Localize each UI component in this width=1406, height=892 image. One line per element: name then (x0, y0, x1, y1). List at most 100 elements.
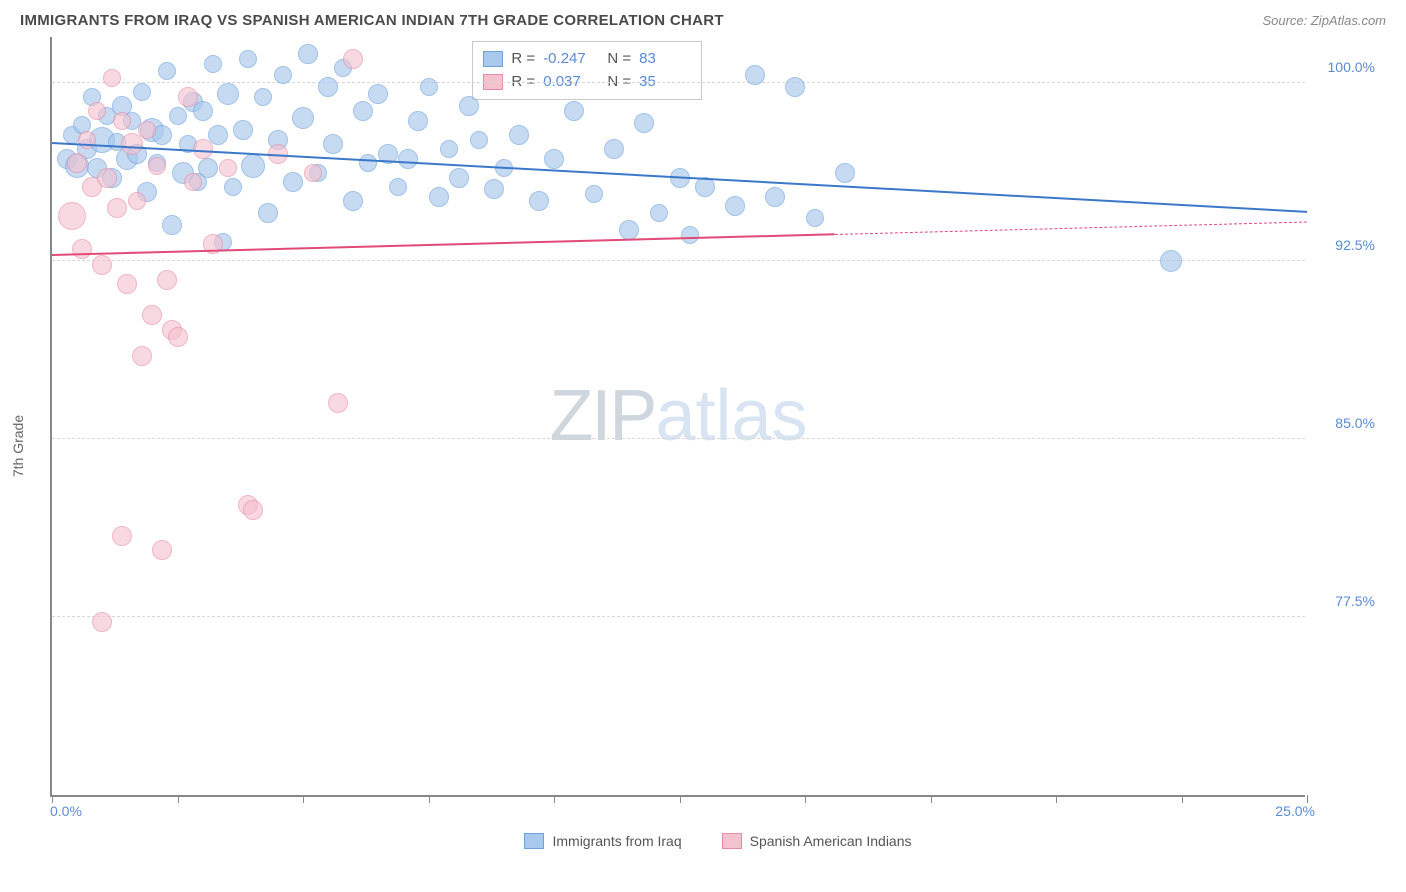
data-point (429, 187, 449, 207)
data-point (619, 220, 639, 240)
data-point (745, 65, 765, 85)
watermark-part2: atlas (655, 376, 807, 456)
legend-r-label: R = (511, 48, 535, 71)
data-point (204, 55, 222, 73)
trend-line (52, 142, 1307, 213)
data-point (217, 83, 239, 105)
data-point (470, 131, 488, 149)
data-point (604, 139, 624, 159)
data-point (343, 49, 363, 69)
data-point (420, 78, 438, 96)
data-point (785, 77, 805, 97)
data-point (107, 198, 127, 218)
watermark-part1: ZIP (549, 376, 655, 456)
data-point (359, 154, 377, 172)
data-point (152, 540, 172, 560)
trend-line-extrapolated (835, 222, 1307, 236)
data-point (138, 121, 156, 139)
data-point (158, 62, 176, 80)
x-axis: 0.0%25.0% (50, 797, 1305, 823)
data-point (92, 612, 112, 632)
data-point (274, 66, 292, 84)
data-point (398, 149, 418, 169)
data-point (219, 159, 237, 177)
data-point (233, 120, 253, 140)
series-legend: Immigrants from IraqSpanish American Ind… (50, 823, 1386, 849)
data-point (564, 101, 584, 121)
x-tick (1307, 795, 1308, 803)
data-point (449, 168, 469, 188)
data-point (133, 83, 151, 101)
x-min-label: 0.0% (50, 803, 82, 819)
data-point (193, 101, 213, 121)
legend-swatch (722, 833, 742, 849)
data-point (117, 274, 137, 294)
source-attribution: Source: ZipAtlas.com (1262, 13, 1386, 28)
data-point (67, 153, 87, 173)
data-point (304, 164, 322, 182)
legend-row: R = -0.247 N = 83 (483, 48, 691, 71)
data-point (634, 113, 654, 133)
chart-area: ZIPatlas R = -0.247 N = 83R = 0.037 N = … (50, 37, 1386, 849)
data-point (353, 101, 373, 121)
data-point (112, 526, 132, 546)
data-point (184, 173, 202, 191)
data-point (585, 185, 603, 203)
data-point (459, 96, 479, 116)
data-point (58, 202, 86, 230)
data-point (529, 191, 549, 211)
correlation-legend: R = -0.247 N = 83R = 0.037 N = 35 (472, 41, 702, 100)
data-point (243, 500, 263, 520)
data-point (239, 50, 257, 68)
legend-item: Spanish American Indians (722, 833, 912, 849)
y-tick-label: 92.5% (1315, 237, 1375, 253)
data-point (157, 270, 177, 290)
data-point (328, 393, 348, 413)
data-point (318, 77, 338, 97)
gridline (52, 260, 1305, 261)
gridline (52, 616, 1305, 617)
trend-line (52, 233, 835, 256)
plot-region: ZIPatlas R = -0.247 N = 83R = 0.037 N = … (50, 37, 1305, 797)
data-point (254, 88, 272, 106)
data-point (142, 305, 162, 325)
data-point (258, 203, 278, 223)
data-point (509, 125, 529, 145)
data-point (132, 346, 152, 366)
legend-n-label: N = (603, 48, 631, 71)
data-point (440, 140, 458, 158)
y-tick-label: 100.0% (1315, 59, 1375, 75)
legend-swatch (524, 833, 544, 849)
legend-n-value: 83 (639, 48, 691, 71)
y-tick-label: 85.0% (1315, 415, 1375, 431)
y-tick-label: 77.5% (1315, 593, 1375, 609)
data-point (681, 226, 699, 244)
data-point (292, 107, 314, 129)
data-point (283, 172, 303, 192)
data-point (408, 111, 428, 131)
data-point (1160, 250, 1182, 272)
data-point (162, 215, 182, 235)
data-point (103, 69, 121, 87)
data-point (113, 112, 131, 130)
data-point (298, 44, 318, 64)
x-max-label: 25.0% (1275, 803, 1315, 819)
data-point (97, 168, 117, 188)
data-point (323, 134, 343, 154)
legend-swatch (483, 51, 503, 67)
data-point (484, 179, 504, 199)
data-point (88, 102, 106, 120)
data-point (544, 149, 564, 169)
chart-title: IMMIGRANTS FROM IRAQ VS SPANISH AMERICAN… (20, 12, 724, 29)
data-point (169, 107, 187, 125)
gridline (52, 82, 1305, 83)
legend-label: Spanish American Indians (750, 833, 912, 849)
gridline (52, 438, 1305, 439)
data-point (650, 204, 668, 222)
data-point (208, 125, 228, 145)
data-point (178, 87, 198, 107)
data-point (92, 255, 112, 275)
watermark: ZIPatlas (549, 375, 807, 457)
data-point (121, 133, 143, 155)
y-axis-label: 7th Grade (10, 415, 26, 477)
